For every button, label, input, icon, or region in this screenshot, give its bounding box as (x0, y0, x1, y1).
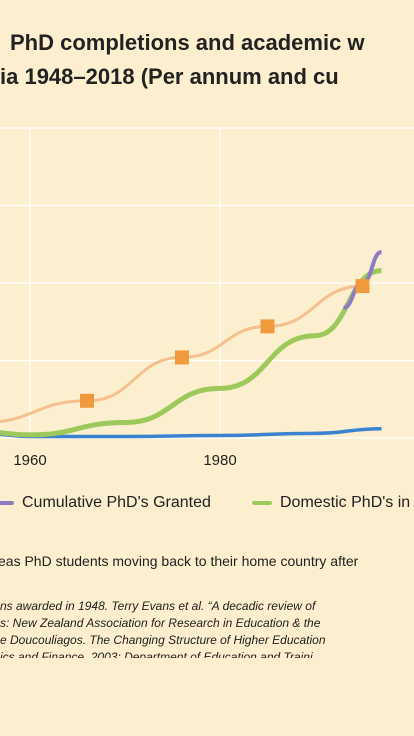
series-line-domestic (0, 268, 382, 438)
chart-title-line1: PhD completions and academic w (10, 30, 365, 55)
sources-text: ns awarded in 1948. Terry Evans et al. “… (0, 598, 414, 658)
series-marker-orange (260, 319, 275, 334)
chart-legend: Cumulative PhD's Granted Domestic PhD's … (0, 494, 414, 518)
sources-line-3: e Doucouliagos. The Changing Structure o… (0, 633, 326, 647)
x-tick-label: 1980 (203, 452, 236, 469)
sources-line-4: ics and Finance, 2003; Department of Edu… (0, 650, 313, 658)
series-marker-orange (80, 393, 94, 408)
line-chart: 1960 1980 (0, 127, 414, 469)
legend-label-cumulative: Cumulative PhD's Granted (22, 494, 211, 511)
legend-swatch-cumulative (0, 501, 14, 505)
legend-item-domestic: Domestic PhD's in (252, 494, 410, 512)
series-marker-orange (355, 279, 370, 294)
legend-swatch-domestic (252, 501, 272, 505)
sources-line-1: ns awarded in 1948. Terry Evans et al. “… (0, 599, 316, 613)
chart-note-text: eas PhD students moving back to their ho… (0, 553, 359, 569)
x-tick-label: 1960 (13, 452, 46, 469)
legend-label-domestic: Domestic PhD's in (280, 494, 411, 511)
sources-line-2: s: New Zealand Association for Research … (0, 616, 321, 630)
chart-note: eas PhD students moving back to their ho… (0, 553, 414, 575)
legend-item-cumulative: Cumulative PhD's Granted (0, 494, 211, 512)
chart-title-line2: ia 1948–2018 (Per annum and cu (0, 64, 339, 89)
series-marker-orange (175, 350, 189, 365)
chart-title: PhD completions and academic w ia 1948–2… (0, 26, 414, 94)
